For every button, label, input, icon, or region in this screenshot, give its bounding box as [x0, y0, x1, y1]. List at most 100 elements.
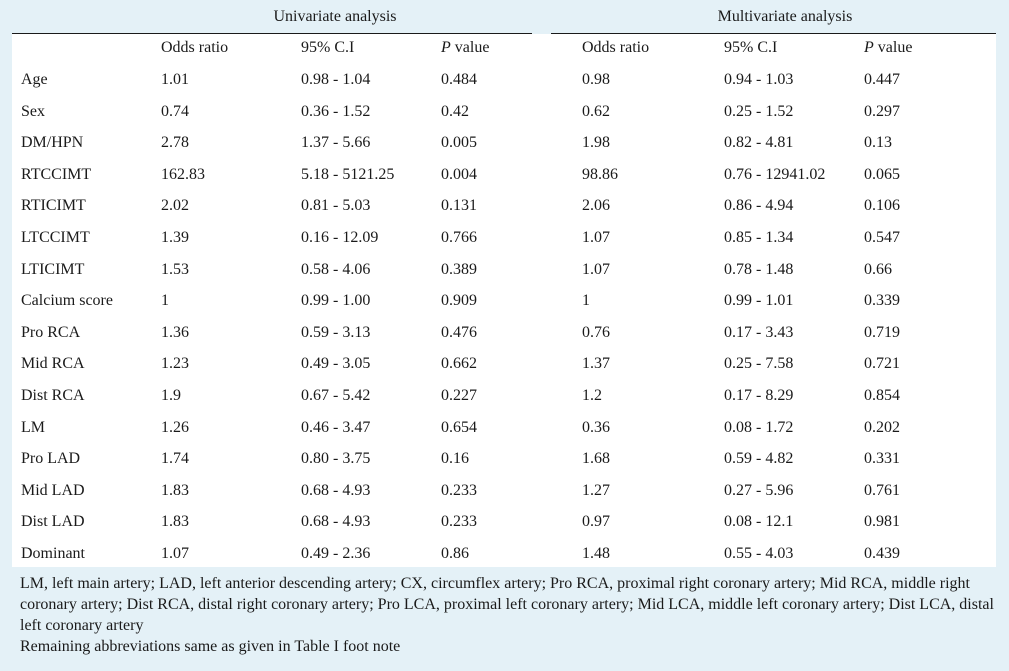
- row-label: Calcium score: [21, 292, 113, 310]
- row-label: Pro RCA: [21, 323, 81, 341]
- univariate-header: Univariate analysis: [273, 8, 397, 25]
- uni-odds-ratio: 1.07: [161, 544, 189, 562]
- uni-p-value: 0.004: [441, 165, 477, 183]
- uni-ci: 0.49 - 2.36: [301, 544, 371, 562]
- multi-odds-ratio: 98.86: [582, 165, 618, 183]
- multi-p-value: 0.761: [864, 481, 900, 499]
- uni-p-value: 0.233: [441, 513, 477, 531]
- univariate-header-rule: [12, 33, 532, 34]
- multi-ci: 0.85 - 1.34: [724, 228, 794, 246]
- p-symbol: P: [441, 39, 451, 56]
- uni-p-value: 0.662: [441, 355, 477, 373]
- uni-odds-ratio: 1.53: [161, 260, 189, 278]
- table-row: Pro RCA 1.36 0.59 - 3.13 0.476 0.76 0.17 - 3.…: [12, 319, 996, 351]
- multi-odds-ratio: 1.07: [582, 260, 610, 278]
- multi-odds-ratio: 0.62: [582, 102, 610, 120]
- uni-ci: 1.37 - 5.66: [301, 134, 371, 152]
- row-label: Pro LAD: [21, 450, 81, 468]
- table-row: Dist LAD 1.83 0.68 - 4.93 0.233 0.97 0.08 - 1…: [12, 508, 996, 540]
- multi-odds-ratio: 0.97: [582, 513, 610, 531]
- uni-ci: 0.49 - 3.05: [301, 355, 371, 373]
- uni-ci: 0.80 - 3.75: [301, 450, 371, 468]
- row-label: Age: [21, 71, 48, 88]
- uni-odds-ratio: 1.23: [161, 355, 189, 373]
- row-label: Mid LAD: [21, 481, 85, 499]
- table-footnotes: LM, left main artery; LAD, left anterior…: [20, 573, 998, 657]
- uni-odds-ratio: 1.74: [161, 450, 189, 468]
- uni-odds-ratio: 2.78: [161, 134, 189, 152]
- multi-p-value: 0.854: [864, 386, 900, 404]
- multi-p-value: 0.297: [864, 102, 900, 120]
- multi-p-value: 0.13: [864, 134, 892, 152]
- multi-ci: 0.25 - 7.58: [724, 355, 794, 373]
- table-row: Pro LAD 1.74 0.80 - 3.75 0.16 1.68 0.59 - 4.8…: [12, 445, 996, 477]
- uni-p-value: 0.131: [441, 197, 477, 215]
- multi-p-value: 0.547: [864, 228, 900, 246]
- multi-p-value: 0.065: [864, 165, 900, 183]
- table-row: Age 1.01 0.98 - 1.04 0.484 0.98 0.94 - 1.03 0.…: [12, 66, 996, 98]
- multi-ci: 0.76 - 12941.02: [724, 165, 826, 183]
- multi-odds-ratio: 1.48: [582, 544, 610, 562]
- row-label: Dominant: [21, 544, 85, 562]
- multi-ci: 0.08 - 12.1: [724, 513, 794, 531]
- uni-ci: 0.46 - 3.47: [301, 418, 371, 436]
- multi-p-value: 0.981: [864, 513, 900, 531]
- multi-ci: 0.86 - 4.94: [724, 197, 794, 215]
- uni-ci: 0.36 - 1.52: [301, 102, 371, 120]
- multi-ci: 0.27 - 5.96: [724, 481, 794, 499]
- row-label: Dist RCA: [21, 386, 85, 404]
- uni-p-value: 0.389: [441, 260, 477, 278]
- uni-p-value: 0.233: [441, 481, 477, 499]
- uni-odds-ratio: 1.36: [161, 323, 189, 341]
- multi-p-value: 0.439: [864, 544, 900, 562]
- multivariate-header: Multivariate analysis: [717, 8, 853, 25]
- table-row: LTICIMT 1.53 0.58 - 4.06 0.389 1.07 0.78 - 1.…: [12, 256, 996, 288]
- uni-p-value: 0.227: [441, 386, 477, 404]
- uni-ci: 0.99 - 1.00: [301, 292, 371, 310]
- multi-ci: 0.17 - 8.29: [724, 386, 794, 404]
- table-body-panel: [12, 34, 996, 567]
- p-symbol: P: [864, 39, 874, 56]
- multi-odds-ratio: 1.27: [582, 481, 610, 499]
- table-row: Mid RCA 1.23 0.49 - 3.05 0.662 1.37 0.25 - 7.…: [12, 350, 996, 382]
- multi-p-value: 0.721: [864, 355, 900, 373]
- multi-p-value: 0.202: [864, 418, 900, 436]
- multi-odds-ratio: 0.98: [582, 71, 610, 88]
- multi-odds-ratio: 0.76: [582, 323, 610, 341]
- multi-p-value: 0.66: [864, 260, 892, 278]
- table-row: RTICIMT 2.02 0.81 - 5.03 0.131 2.06 0.86 - 4.…: [12, 192, 996, 224]
- multi-ci: 0.94 - 1.03: [724, 71, 794, 88]
- multi-ci: 0.82 - 4.81: [724, 134, 794, 152]
- multi-ci: 0.17 - 3.43: [724, 323, 794, 341]
- uni-p-value: 0.654: [441, 418, 477, 436]
- uni-ci: 0.81 - 5.03: [301, 197, 371, 215]
- uni-ci: 0.59 - 3.13: [301, 323, 371, 341]
- uni-odds-ratio: 1.39: [161, 228, 189, 246]
- multi-odds-ratio: 0.36: [582, 418, 610, 436]
- multi-ci: 0.55 - 4.03: [724, 544, 794, 562]
- uni-p-value: 0.86: [441, 544, 469, 562]
- multi-odds-ratio: 1: [582, 292, 590, 310]
- uni-odds-ratio: 1.26: [161, 418, 189, 436]
- multi-ci: 0.78 - 1.48: [724, 260, 794, 278]
- table-row: Calcium score 1 0.99 - 1.00 0.909 1 0.99 - 1.…: [12, 287, 996, 319]
- row-label: DM/HPN: [21, 134, 84, 152]
- abbreviations-footnote: LM, left main artery; LAD, left anterior…: [20, 575, 994, 634]
- table-row: Dist RCA 1.9 0.67 - 5.42 0.227 1.2 0.17 - 8.2…: [12, 382, 996, 414]
- table-row: DM/HPN 2.78 1.37 - 5.66 0.005 1.98 0.82 - 4.8…: [12, 129, 996, 161]
- uni-odds-ratio: 1.9: [161, 386, 181, 404]
- multi-ci-header: 95% C.I: [724, 39, 778, 56]
- multi-odds-ratio: 1.68: [582, 450, 610, 468]
- table-row: Mid LAD 1.83 0.68 - 4.93 0.233 1.27 0.27 - 5.…: [12, 477, 996, 509]
- multi-ci: 0.59 - 4.82: [724, 450, 794, 468]
- multi-odds-ratio: 1.07: [582, 228, 610, 246]
- multi-p-value-header: P value: [864, 39, 912, 61]
- table-row: LTCCIMT 1.39 0.16 - 12.09 0.766 1.07 0.85 - 1…: [12, 224, 996, 256]
- uni-p-value: 0.16: [441, 450, 469, 468]
- p-value-text: value: [873, 39, 913, 56]
- uni-ci: 0.16 - 12.09: [301, 228, 379, 246]
- multivariate-header-rule: [551, 33, 996, 34]
- uni-odds-ratio: 1.83: [161, 481, 189, 499]
- multi-p-value: 0.106: [864, 197, 900, 215]
